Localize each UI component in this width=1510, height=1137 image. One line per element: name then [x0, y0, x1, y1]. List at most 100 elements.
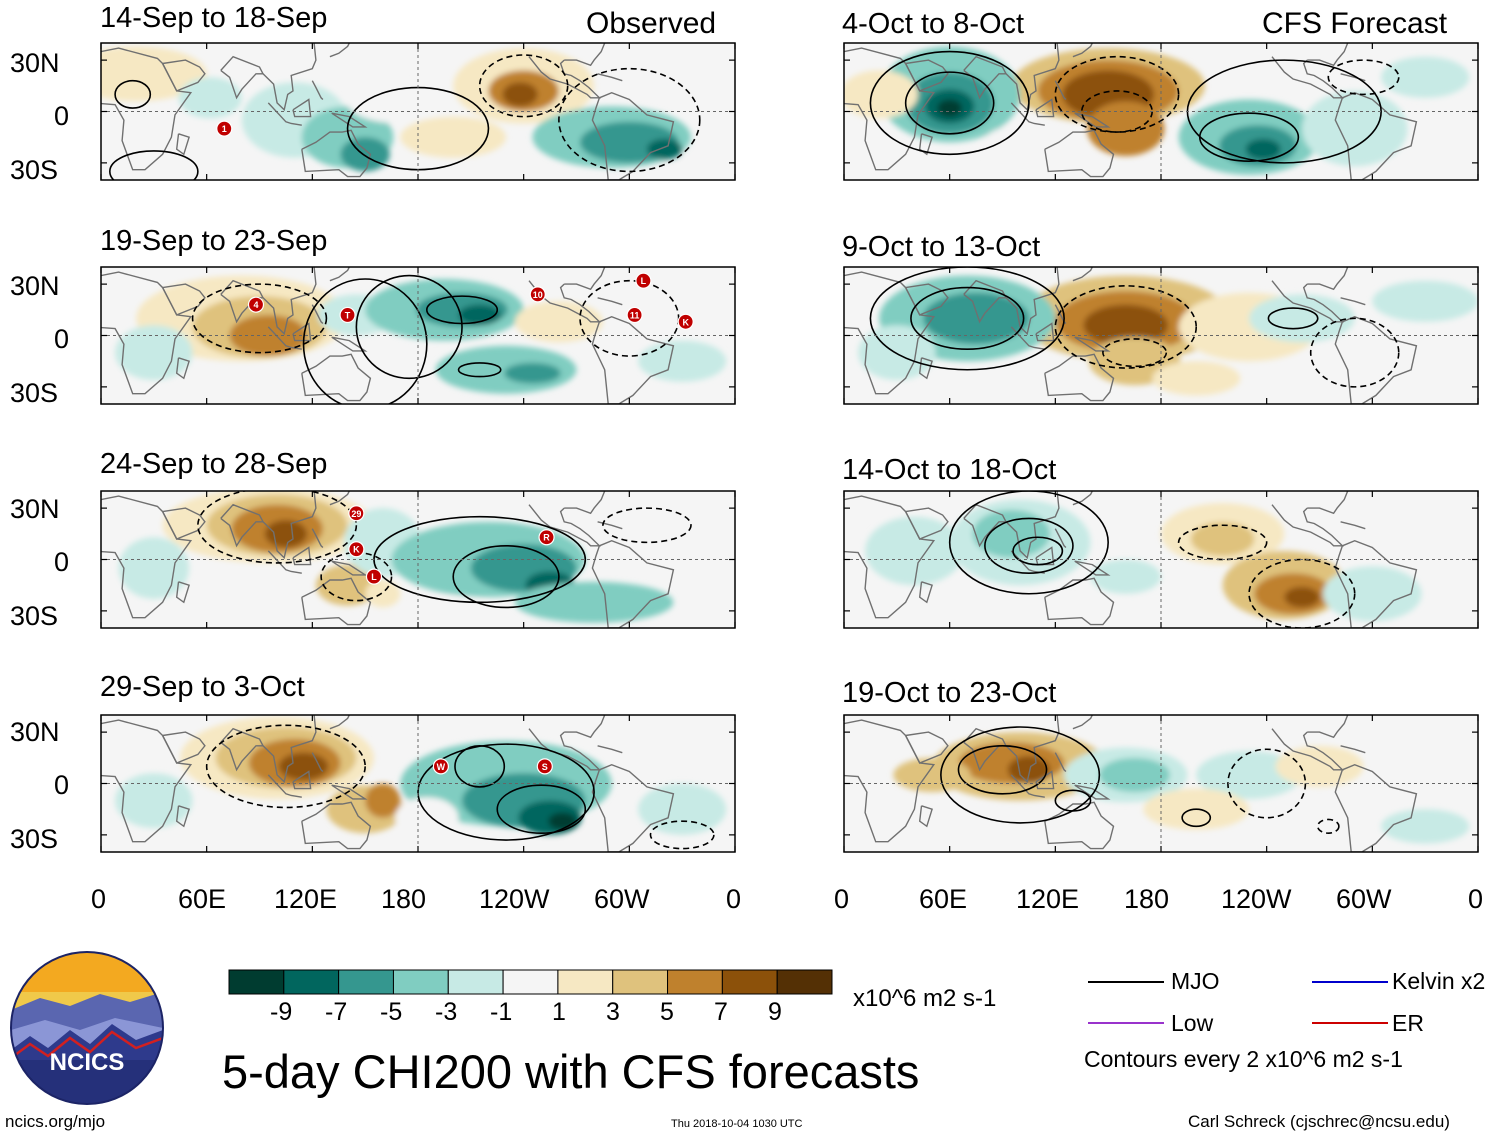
- coastline: [175, 133, 190, 156]
- colorbar-swatch: [776, 969, 833, 995]
- storm-marker: 11: [626, 306, 643, 324]
- coastline: [1334, 539, 1418, 628]
- map-panel-4: [100, 714, 736, 853]
- lon-label-120e: 120E: [274, 884, 338, 914]
- mjo-contour-negative: [205, 724, 366, 809]
- coastline: [161, 59, 206, 92]
- colorbar-tick: 3: [606, 998, 620, 1026]
- coastlines: [844, 267, 1418, 404]
- coastline: [963, 279, 1008, 324]
- coastline: [311, 80, 324, 101]
- lon-label-60w: 60W: [1336, 884, 1392, 914]
- storm-marker-icon: [339, 306, 356, 324]
- panel-title-left-4: 29-Sep to 3-Oct: [100, 671, 305, 703]
- storm-marker-label: 11: [630, 310, 640, 320]
- coastline: [1334, 763, 1418, 852]
- coastline: [292, 546, 312, 566]
- footer-url[interactable]: ncics.org/mjo: [5, 1112, 106, 1131]
- lon-label-60e: 60E: [178, 884, 227, 914]
- lon-label-60w: 60W: [594, 884, 650, 914]
- mjo-contour-positive: [426, 295, 499, 325]
- mjo-contour-positive: [984, 517, 1074, 574]
- mjo-contour-negative: [1316, 818, 1340, 834]
- coastline: [1072, 491, 1093, 506]
- colorbar-swatch: [447, 969, 504, 995]
- mjo-contours: [940, 726, 1340, 834]
- coastline: [1340, 745, 1366, 754]
- storm-marker: T: [339, 306, 356, 324]
- logo-ridge-line: [11, 1030, 163, 1060]
- colorbar-swatch: [667, 969, 723, 995]
- coastline: [1054, 752, 1067, 773]
- storm-marker-icon: [365, 568, 383, 585]
- coastline: [1005, 43, 1060, 112]
- coastline: [331, 784, 368, 800]
- coastline: [1072, 267, 1093, 282]
- anomaly-region: [981, 125, 1059, 167]
- coastline: [904, 731, 949, 764]
- storm-marker: 10: [529, 286, 546, 303]
- colorbar-swatch: [612, 969, 669, 995]
- lat-label-eq: 0: [54, 101, 70, 131]
- panel-title-left-3: 24-Sep to 28-Sep: [100, 448, 328, 480]
- colorbar-tick: -3: [435, 998, 458, 1026]
- anomaly-region: [1152, 361, 1241, 396]
- colorbar-tick: 9: [768, 998, 782, 1026]
- mjo-contour-positive: [1198, 112, 1300, 162]
- anomaly-region: [365, 580, 401, 608]
- map-panel-6: [843, 266, 1479, 405]
- colorbar-swatch: [228, 969, 285, 995]
- coastline: [329, 715, 350, 730]
- colorbar-units: x10^6 m2 s-1: [853, 985, 997, 1012]
- storm-marker: L: [635, 272, 652, 289]
- lon-label-120e: 120E: [1016, 884, 1080, 914]
- coastlines: [101, 491, 675, 628]
- anomaly-region: [340, 137, 390, 172]
- storm-marker-label: 10: [533, 290, 543, 300]
- coastline: [1074, 560, 1111, 576]
- contour-note: Contours every 2 x10^6 m2 s-1: [1084, 1046, 1403, 1072]
- ncics-logo: NCICS: [10, 951, 164, 1105]
- mjo-contour-negative: [1327, 59, 1400, 96]
- colorbar-swatch: [283, 969, 340, 995]
- coastline: [1340, 521, 1366, 530]
- storm-marker: W: [432, 758, 449, 775]
- coastline: [220, 503, 265, 548]
- storm-marker-label: L: [371, 572, 377, 582]
- storm-marker-label: L: [641, 276, 647, 286]
- mjo-contour-negative: [1054, 285, 1198, 369]
- coastline: [844, 47, 936, 171]
- anomaly-field: [858, 275, 1478, 396]
- colorbar-swatch: [557, 969, 614, 995]
- coastline: [1334, 91, 1418, 180]
- coastline: [918, 581, 933, 604]
- anomaly-region: [972, 509, 1051, 558]
- mjo-contour-negative: [1309, 317, 1400, 388]
- panel-title-right-1: 4-Oct to 8-Oct: [842, 8, 1025, 40]
- anomaly-region: [504, 362, 561, 384]
- storm-marker-icon: [536, 758, 553, 775]
- storm-marker-label: W: [437, 762, 446, 772]
- storm-marker: S: [536, 758, 553, 775]
- coastline: [1307, 267, 1349, 291]
- anomaly-field: [865, 499, 1422, 625]
- mjo-contour-positive: [869, 50, 1030, 156]
- mjo-contour-positive: [869, 267, 1065, 371]
- coastline: [963, 503, 1008, 548]
- coastline: [1054, 304, 1067, 325]
- map-panel-2: [100, 266, 736, 405]
- anomaly-region: [395, 797, 459, 839]
- colorbar-tick: 7: [714, 998, 728, 1026]
- anomaly-region: [937, 99, 962, 117]
- mjo-contour-positive: [1012, 536, 1064, 566]
- coastline: [161, 507, 206, 540]
- coastline: [292, 322, 312, 342]
- footer-author: Carl Schreck (cjschrec@ncsu.edu): [1188, 1112, 1450, 1131]
- panel-title-right-3: 14-Oct to 18-Oct: [842, 454, 1057, 486]
- coastline: [1054, 80, 1067, 101]
- coastline: [262, 43, 317, 112]
- legend: [1088, 981, 1388, 1024]
- coastline: [597, 521, 623, 530]
- mjo-contour-negative: [191, 283, 328, 354]
